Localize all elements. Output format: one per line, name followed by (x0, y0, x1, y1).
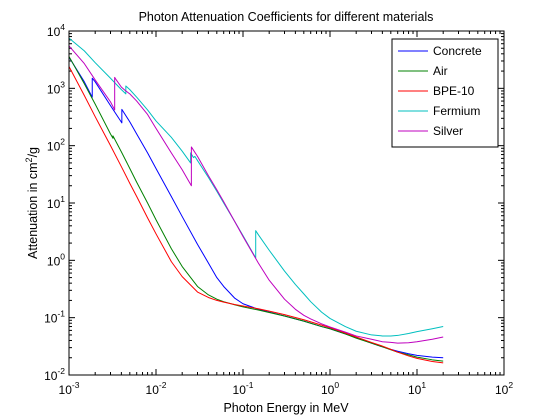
x-tick-label-base: 10 (233, 383, 247, 397)
y-tick-label-base: 10 (47, 140, 61, 154)
x-axis-label: Photon Energy in MeV (223, 401, 349, 415)
legend-label-silver: Silver (433, 124, 463, 138)
x-axis: 10-3 10-2 10-1 100 101 102 (59, 31, 513, 397)
x-tick-label-base: 10 (146, 383, 160, 397)
x-tick-label-exponent: 0 (334, 380, 339, 390)
x-tick-label-base: 10 (59, 383, 73, 397)
y-tick-label-exponent: -2 (57, 366, 65, 376)
y-tick-label-base: 10 (47, 197, 61, 211)
x-tick-label-base: 10 (321, 383, 335, 397)
y-tick-label-exponent: 3 (60, 79, 65, 89)
y-tick-label-exponent: 4 (60, 22, 65, 32)
legend-label-fermium: Fermium (433, 104, 480, 118)
y-tick-label: 100 (47, 251, 65, 268)
series-line-silver (68, 45, 444, 344)
x-tick-label-exponent: 1 (421, 380, 426, 390)
y-tick-label: 10-1 (44, 309, 65, 326)
y-tick-label: 10-2 (44, 366, 65, 383)
x-tick-label-exponent: 2 (508, 380, 513, 390)
y-axis-label-tail: /g (26, 147, 40, 157)
legend-box (391, 38, 499, 148)
y-tick-label-exponent: -1 (57, 309, 65, 319)
x-tick-label-base: 10 (408, 383, 422, 397)
x-tick-label-exponent: -3 (72, 380, 80, 390)
y-tick-label-exponent: 0 (60, 251, 65, 261)
legend: Concrete Air BPE-10 Fermium Silver (391, 38, 499, 148)
y-axis-label-superscript: 2 (24, 157, 34, 162)
legend-label-concrete: Concrete (433, 44, 482, 58)
y-tick-label-base: 10 (44, 369, 58, 383)
x-tick-label: 10-1 (233, 380, 254, 397)
chart-title: Photon Attenuation Coefficients for diff… (139, 10, 434, 24)
x-tick-label: 10-2 (146, 380, 167, 397)
x-tick-label-base: 10 (495, 383, 509, 397)
y-tick-label-base: 10 (47, 25, 61, 39)
y-axis-label: Attenuation in cm2/g (24, 147, 40, 259)
y-tick-label: 104 (47, 22, 65, 39)
x-tick-label: 10-3 (59, 380, 80, 397)
y-axis-label-main: Attenuation in cm (26, 162, 40, 259)
x-tick-label: 102 (495, 380, 513, 397)
x-tick-label: 101 (408, 380, 426, 397)
series-lines (68, 37, 444, 364)
x-tick-label-exponent: -1 (246, 380, 254, 390)
legend-label-bpe-10: BPE-10 (433, 84, 475, 98)
y-tick-label-base: 10 (44, 312, 58, 326)
y-tick-label-exponent: 2 (60, 137, 65, 147)
y-tick-label: 102 (47, 137, 65, 154)
y-tick-label-base: 10 (47, 254, 61, 268)
x-tick-label-exponent: -2 (159, 380, 167, 390)
series-line-bpe-10 (68, 66, 444, 364)
y-tick-label-base: 10 (47, 82, 61, 96)
legend-label-air: Air (433, 64, 448, 78)
y-tick-label: 103 (47, 79, 65, 96)
y-tick-label-exponent: 1 (60, 194, 65, 204)
x-tick-label: 100 (321, 380, 339, 397)
plot-frame (68, 30, 505, 376)
y-tick-label: 101 (47, 194, 65, 211)
